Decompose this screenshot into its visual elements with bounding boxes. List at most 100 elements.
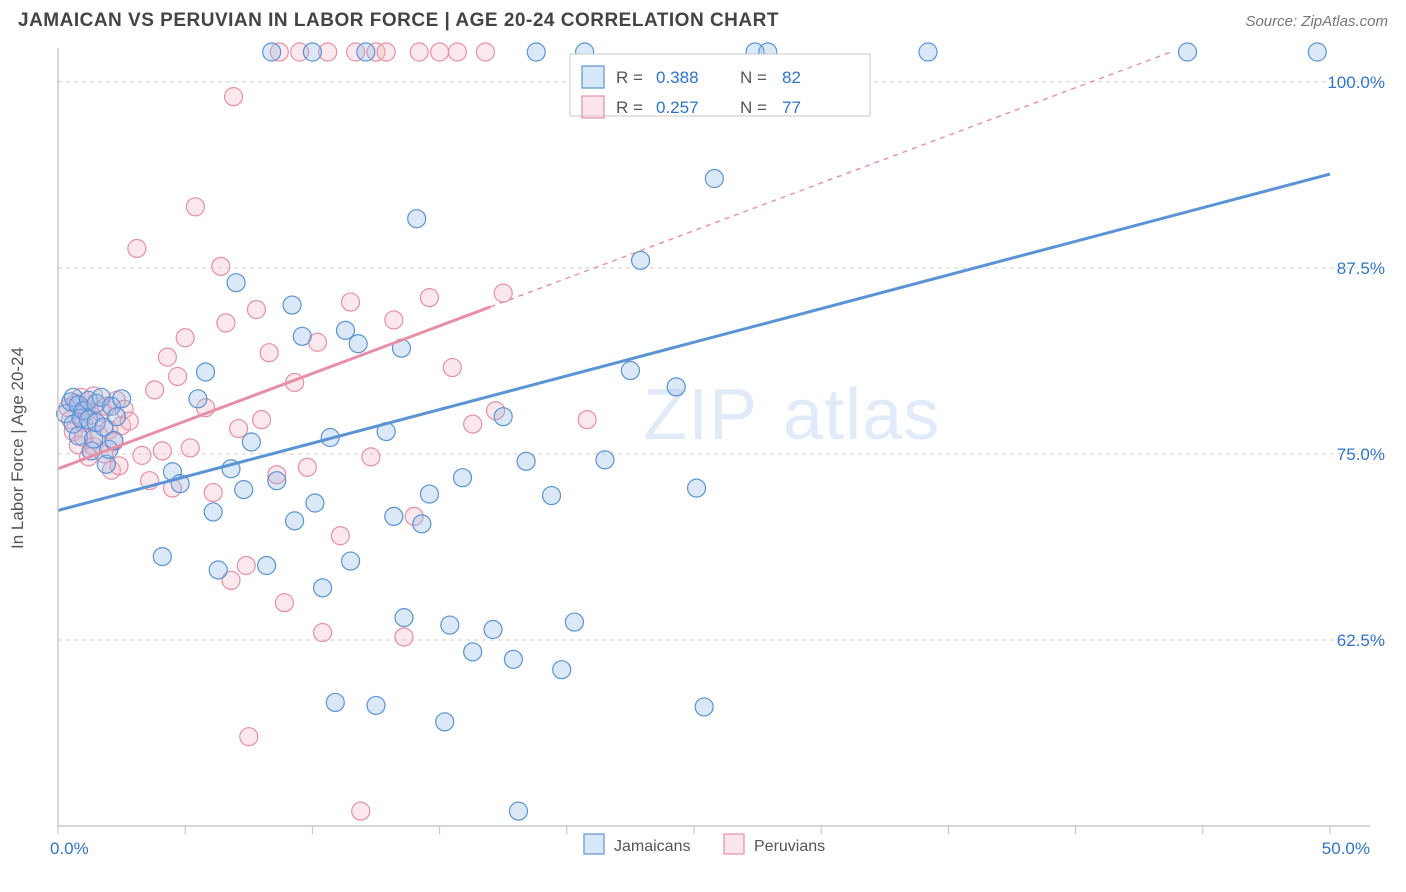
data-point (410, 43, 428, 61)
data-point (377, 43, 395, 61)
svg-text:75.0%: 75.0% (1337, 445, 1385, 464)
data-point (108, 408, 126, 426)
data-point (448, 43, 466, 61)
svg-text:N =: N = (740, 68, 767, 87)
data-point (306, 494, 324, 512)
data-point (565, 613, 583, 631)
legend-label: Peruvians (754, 838, 825, 855)
data-point (443, 359, 461, 377)
data-point (189, 390, 207, 408)
data-point (314, 624, 332, 642)
data-point (240, 728, 258, 746)
svg-text:82: 82 (782, 68, 801, 87)
svg-text:77: 77 (782, 98, 801, 117)
data-point (217, 314, 235, 332)
data-point (395, 628, 413, 646)
data-point (420, 485, 438, 503)
data-point (543, 487, 561, 505)
svg-text:0.388: 0.388 (656, 68, 699, 87)
data-point (253, 411, 271, 429)
data-point (464, 643, 482, 661)
watermark-text: atlas (783, 375, 940, 455)
data-point (362, 448, 380, 466)
data-point (204, 484, 222, 502)
data-point (395, 609, 413, 627)
data-point (553, 661, 571, 679)
data-point (303, 43, 321, 61)
data-point (176, 329, 194, 347)
data-point (494, 408, 512, 426)
data-point (667, 378, 685, 396)
trend-line (58, 307, 490, 469)
data-point (153, 442, 171, 460)
data-point (146, 381, 164, 399)
data-point (113, 390, 131, 408)
data-point (242, 433, 260, 451)
data-point (349, 335, 367, 353)
data-point (1179, 43, 1197, 61)
svg-text:50.0%: 50.0% (1322, 839, 1370, 858)
data-point (133, 446, 151, 464)
data-point (1308, 43, 1326, 61)
data-point (621, 362, 639, 380)
data-point (342, 293, 360, 311)
chart-title: JAMAICAN VS PERUVIAN IN LABOR FORCE | AG… (18, 10, 779, 32)
data-point (342, 552, 360, 570)
data-point (357, 43, 375, 61)
data-point (268, 472, 286, 490)
data-point (517, 452, 535, 470)
source-label: Source: ZipAtlas.com (1245, 13, 1388, 30)
legend-swatch (582, 66, 604, 88)
data-point (227, 274, 245, 292)
data-point (158, 348, 176, 366)
data-point (385, 507, 403, 525)
data-point (128, 239, 146, 257)
svg-text:N =: N = (740, 98, 767, 117)
data-point (504, 650, 522, 668)
data-point (420, 289, 438, 307)
data-point (476, 43, 494, 61)
legend-label: Jamaicans (614, 838, 690, 855)
data-point (688, 479, 706, 497)
data-point (247, 301, 265, 319)
data-point (169, 367, 187, 385)
data-point (326, 693, 344, 711)
svg-text:62.5%: 62.5% (1337, 631, 1385, 650)
data-point (919, 43, 937, 61)
scatter-chart: 62.5%75.0%87.5%100.0%ZIPatlas0.0%50.0%R … (10, 38, 1396, 858)
data-point (408, 210, 426, 228)
data-point (352, 802, 370, 820)
data-point (705, 170, 723, 188)
data-point (413, 515, 431, 533)
svg-text:0.0%: 0.0% (50, 839, 89, 858)
data-point (695, 698, 713, 716)
data-point (436, 713, 454, 731)
data-point (331, 527, 349, 545)
data-point (314, 579, 332, 597)
data-point (453, 469, 471, 487)
data-point (237, 557, 255, 575)
svg-text:R =: R = (616, 98, 643, 117)
svg-text:R =: R = (616, 68, 643, 87)
data-point (186, 198, 204, 216)
data-point (509, 802, 527, 820)
data-point (209, 561, 227, 579)
data-point (431, 43, 449, 61)
data-point (212, 257, 230, 275)
data-point (441, 616, 459, 634)
data-point (578, 411, 596, 429)
data-point (527, 43, 545, 61)
data-point (153, 548, 171, 566)
data-point (263, 43, 281, 61)
data-point (286, 512, 304, 530)
data-point (283, 296, 301, 314)
data-point (367, 696, 385, 714)
legend-swatch (584, 834, 604, 854)
data-point (225, 88, 243, 106)
data-point (632, 251, 650, 269)
data-point (204, 503, 222, 521)
trend-line (58, 174, 1330, 510)
data-point (235, 481, 253, 499)
svg-text:100.0%: 100.0% (1327, 73, 1385, 92)
watermark-text: ZIP (643, 375, 758, 455)
